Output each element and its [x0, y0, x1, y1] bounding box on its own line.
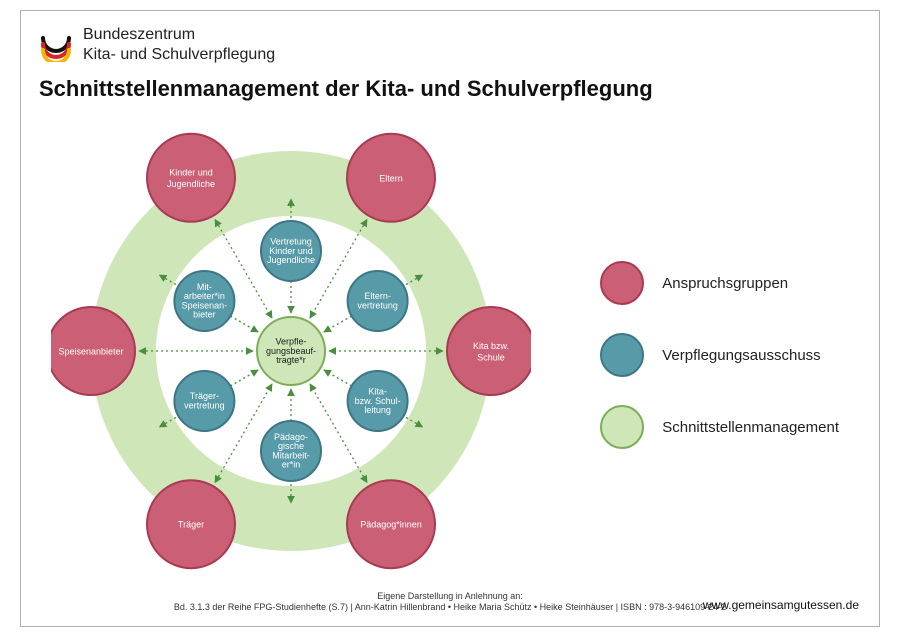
- svg-text:Kinder undJugendliche: Kinder undJugendliche: [167, 168, 215, 190]
- outer-node: [447, 307, 531, 395]
- svg-text:Pädagog*innen: Pädagog*innen: [360, 520, 422, 530]
- legend-swatch: [600, 405, 644, 449]
- svg-text:Träger: Träger: [178, 520, 204, 530]
- legend-item: Schnittstellenmanagement: [600, 405, 839, 449]
- legend: Anspruchsgruppen Verpflegungsausschuss Sch…: [600, 261, 839, 477]
- svg-text:Eltern: Eltern: [379, 173, 403, 183]
- legend-swatch: [600, 261, 644, 305]
- svg-text:Speisenanbieter: Speisenanbieter: [58, 347, 123, 357]
- legend-label: Schnittstellenmanagement: [662, 419, 839, 436]
- legend-swatch: [600, 333, 644, 377]
- legend-item: Verpflegungsausschuss: [600, 333, 839, 377]
- frame: Bundeszentrum Kita- und Schulverpflegung…: [20, 10, 880, 627]
- diagram: Kinder undJugendliche Eltern Kita bzw.Schu…: [51, 111, 531, 591]
- logo-block: Bundeszentrum Kita- und Schulverpflegung: [39, 25, 275, 65]
- page-title: Schnittstellenmanagement der Kita- und S…: [39, 76, 653, 102]
- outer-node: [147, 134, 235, 222]
- org-line2: Kita- und Schulverpflegung: [83, 45, 275, 65]
- legend-item: Anspruchsgruppen: [600, 261, 839, 305]
- svg-text:VertretungKinder undJugendlich: VertretungKinder undJugendliche: [267, 237, 315, 265]
- footer-url: www.gemeinsamgutessen.de: [703, 598, 859, 612]
- logo-icon: [39, 28, 73, 62]
- svg-text:Träger-vertretung: Träger-vertretung: [184, 391, 225, 410]
- logo-text: Bundeszentrum Kita- und Schulverpflegung: [83, 25, 275, 65]
- legend-label: Verpflegungsausschuss: [662, 347, 820, 364]
- svg-text:Kita bzw.Schule: Kita bzw.Schule: [473, 341, 509, 363]
- legend-label: Anspruchsgruppen: [662, 275, 788, 292]
- org-line1: Bundeszentrum: [83, 25, 275, 45]
